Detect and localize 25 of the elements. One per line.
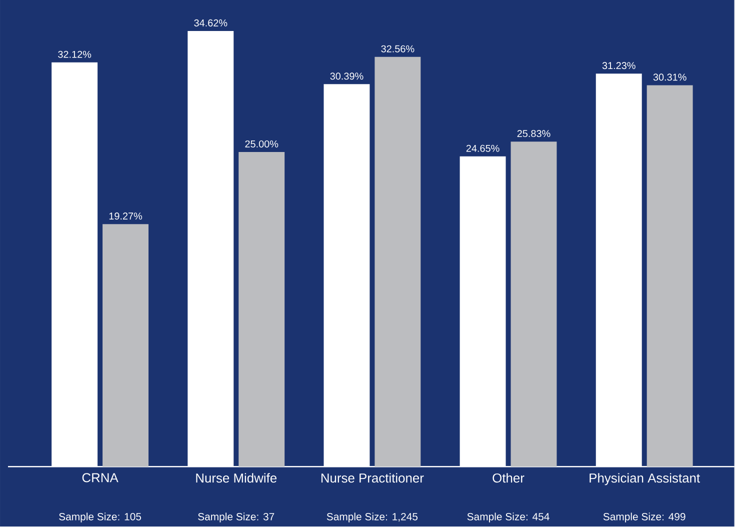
data-label: 25.00% <box>245 140 278 148</box>
data-label: 25.83% <box>517 130 550 138</box>
text: Sample Size: 499 <box>603 512 686 523</box>
text: Sample Size: 37 <box>198 512 274 523</box>
x-tick-label: CRNA <box>82 473 118 482</box>
bar <box>374 57 421 467</box>
data-label: 32.12% <box>58 51 92 58</box>
x-tick-label: Physician Assistant <box>590 473 700 486</box>
text: Sample Size: 1,245 <box>326 512 418 523</box>
text: Sample Size: 105 <box>59 512 142 523</box>
data-label: 31.23% <box>602 62 636 70</box>
bar <box>238 152 285 467</box>
data-label: 19.27% <box>109 212 142 220</box>
bar <box>646 85 693 467</box>
data-label: 34.62% <box>194 20 228 27</box>
data-label: 24.65% <box>466 145 500 152</box>
data-label: 30.39% <box>330 72 364 80</box>
bar <box>102 224 149 467</box>
x-tick-label: Nurse Midwife <box>196 473 277 483</box>
x-tick-label: Nurse Practitioner <box>321 473 424 483</box>
data-label: 30.31% <box>653 74 686 81</box>
x-tick-label: Other <box>492 473 524 483</box>
text: Sample Size: 454 <box>467 512 550 523</box>
bar <box>510 142 557 467</box>
data-label: 32.56% <box>381 46 414 53</box>
